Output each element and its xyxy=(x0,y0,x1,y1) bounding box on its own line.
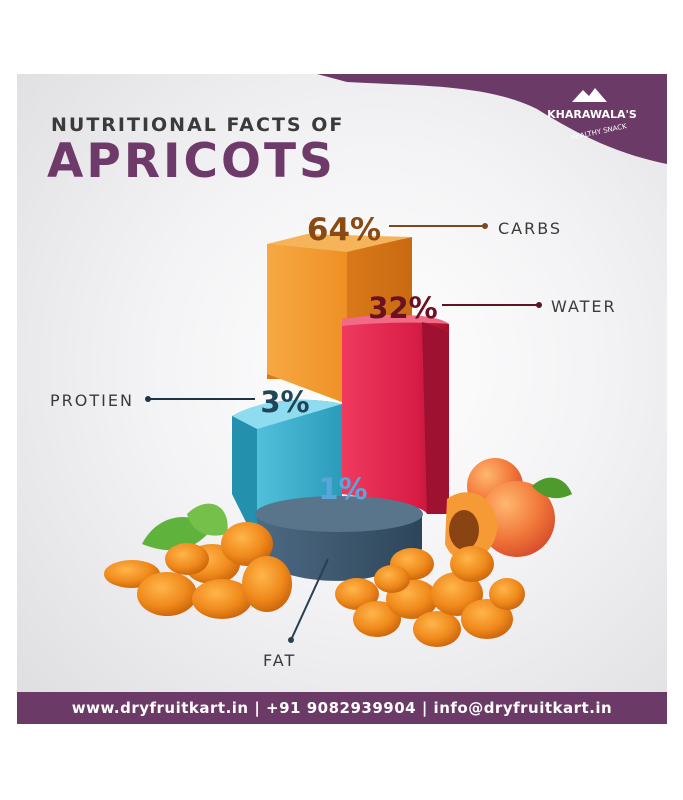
dried-apricots-left xyxy=(104,522,292,619)
leader-line-water xyxy=(442,302,542,308)
category-label-water: WATER xyxy=(551,297,617,316)
category-label-fat: FAT xyxy=(263,651,296,670)
footer-website-link[interactable]: www.dryfruitkart.in xyxy=(71,699,249,717)
dried-apricots-right xyxy=(335,546,525,647)
mountain-icon xyxy=(572,88,607,102)
category-label-protein: PROTIEN xyxy=(50,391,134,410)
footer-separator-2: | xyxy=(421,699,428,717)
value-label-fat: 1% xyxy=(318,472,367,506)
footer-phone[interactable]: +91 9082939904 xyxy=(266,699,417,717)
value-label-protein: 3% xyxy=(260,385,309,419)
bar-fat xyxy=(255,496,423,581)
leader-line-fat xyxy=(288,558,329,643)
title-line-1: NUTRITIONAL FACTS OF xyxy=(51,114,345,136)
value-label-carbs: 64% xyxy=(307,212,381,248)
leader-line-carbs xyxy=(389,223,488,229)
title-line-2: APRICOTS xyxy=(47,134,336,189)
chart-svg: KHARAWALA'S HEALTHY SNACK xyxy=(50,74,667,670)
fresh-apricots-decor xyxy=(445,458,572,561)
bar-water xyxy=(342,314,449,514)
leaf-decor xyxy=(142,503,228,551)
footer-separator-1: | xyxy=(254,699,261,717)
footer-email-link[interactable]: info@dryfruitkart.in xyxy=(433,699,613,717)
value-label-water: 32% xyxy=(368,291,437,325)
leader-line-protein xyxy=(145,396,255,402)
infographic-card: NUTRITIONAL FACTS OF APRICOTS xyxy=(17,74,667,724)
brand-name: KHARAWALA'S xyxy=(547,108,637,121)
contact-footer: www.dryfruitkart.in | +91 9082939904 | i… xyxy=(17,692,667,724)
category-label-carbs: CARBS xyxy=(498,219,562,238)
